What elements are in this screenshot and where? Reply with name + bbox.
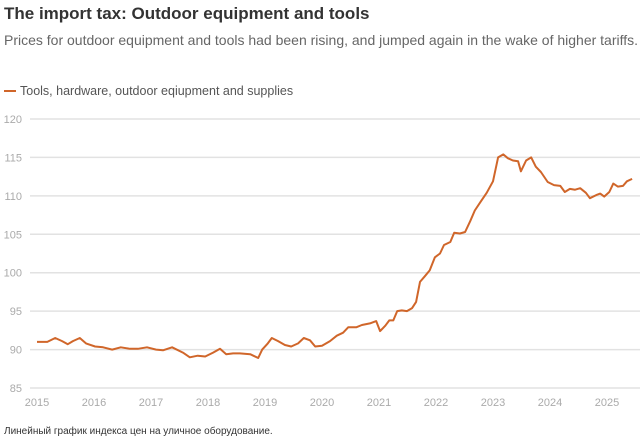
y-tick-label: 90 bbox=[10, 345, 22, 357]
y-tick-label: 120 bbox=[4, 114, 22, 126]
x-tick-label: 2024 bbox=[538, 397, 562, 409]
chart-subtitle: Prices for outdoor equipment and tools h… bbox=[4, 32, 639, 48]
x-tick-label: 2016 bbox=[82, 397, 106, 409]
y-tick-label: 95 bbox=[10, 306, 22, 318]
legend-label: Tools, hardware, outdoor eqiupment and s… bbox=[20, 84, 294, 98]
line-chart: 85 90 95 100 105 110 115 120 2015 2016 2017 2018 201… bbox=[4, 114, 640, 409]
y-tick-label: 85 bbox=[10, 383, 22, 395]
x-tick-label: 2018 bbox=[196, 397, 220, 409]
y-tick-label: 115 bbox=[4, 152, 22, 164]
x-tick-label: 2023 bbox=[481, 397, 505, 409]
y-tick-label: 110 bbox=[4, 191, 22, 203]
y-tick-label: 105 bbox=[4, 229, 22, 241]
x-tick-label: 2019 bbox=[253, 397, 277, 409]
chart-title: The import tax: Outdoor equipment and to… bbox=[4, 4, 370, 23]
legend: Tools, hardware, outdoor eqiupment and s… bbox=[4, 84, 293, 98]
legend-swatch bbox=[4, 90, 16, 92]
x-tick-label: 2021 bbox=[367, 397, 391, 409]
footnote: Линейный график индекса цен на уличное о… bbox=[4, 426, 273, 437]
x-tick-label: 2025 bbox=[595, 397, 619, 409]
y-tick-label: 100 bbox=[4, 268, 22, 280]
series-line bbox=[37, 153, 633, 359]
x-tick-label: 2015 bbox=[25, 397, 49, 409]
x-tick-label: 2020 bbox=[310, 397, 334, 409]
x-tick-label: 2017 bbox=[139, 397, 163, 409]
x-tick-label: 2022 bbox=[424, 397, 448, 409]
